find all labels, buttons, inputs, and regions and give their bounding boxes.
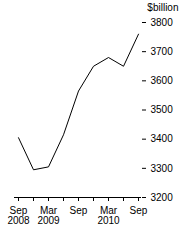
svg-text:Mar2009: Mar2009 (37, 205, 60, 226)
svg-text:3600: 3600 (151, 75, 174, 86)
svg-text:Mar2010: Mar2010 (97, 205, 120, 226)
svg-text:$billion: $billion (147, 2, 178, 13)
svg-text:3500: 3500 (151, 104, 174, 115)
svg-text:3400: 3400 (151, 133, 174, 144)
svg-text:Sep: Sep (130, 205, 148, 216)
svg-text:3300: 3300 (151, 163, 174, 174)
svg-text:3200: 3200 (151, 192, 174, 203)
svg-text:Sep2008: Sep2008 (7, 205, 30, 226)
svg-text:3700: 3700 (151, 46, 174, 57)
svg-text:3800: 3800 (151, 17, 174, 28)
svg-text:Sep: Sep (70, 205, 88, 216)
